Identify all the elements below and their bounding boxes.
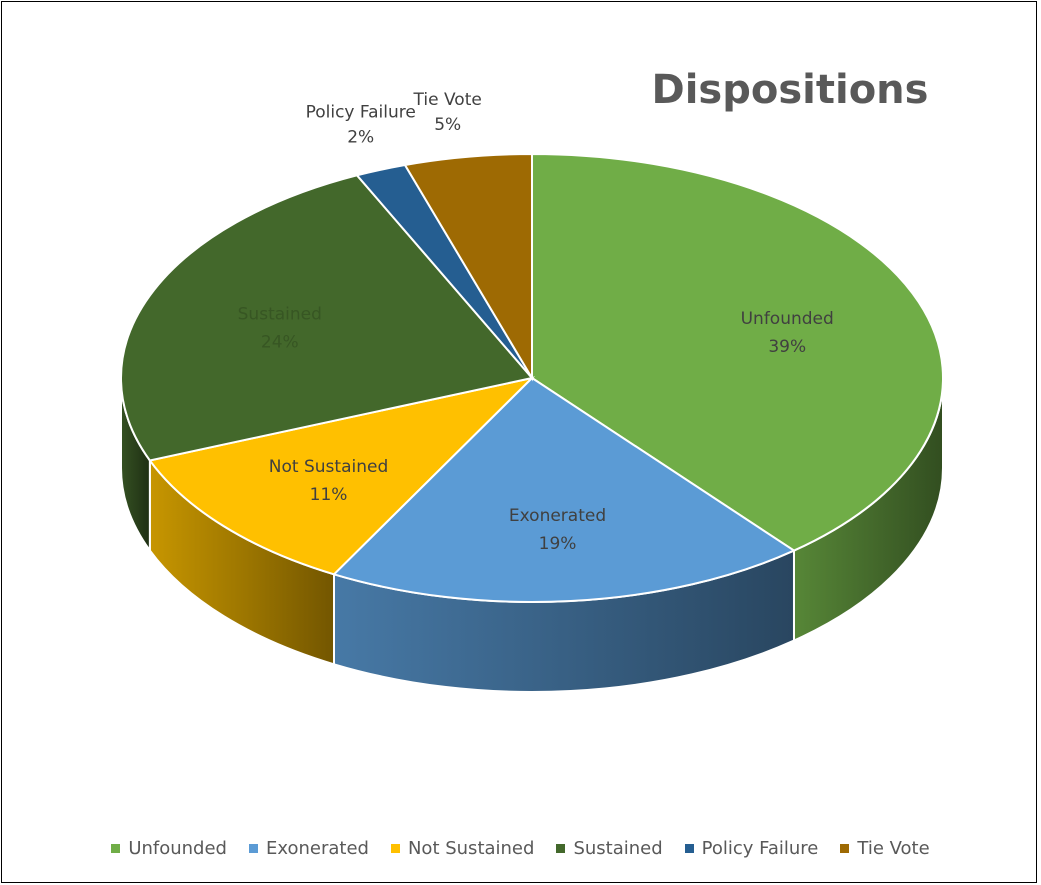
pie-tops: [120, 152, 944, 603]
data-label-policy-failure-name: Policy Failure: [306, 103, 416, 123]
legend-swatch-exonerated: [249, 844, 258, 853]
legend-label-exonerated: Exonerated: [266, 838, 369, 859]
legend-swatch-policy-failure: [684, 844, 694, 853]
legend-label-sustained: Sustained: [573, 838, 663, 859]
data-label-tie-vote-value: 5%: [434, 115, 461, 135]
data-label-policy-failure-value: 2%: [347, 128, 374, 148]
legend-label-not-sustained: Not Sustained: [407, 838, 535, 859]
data-label-unfounded-name: Unfounded: [741, 309, 834, 329]
data-label-unfounded-value: 39%: [768, 337, 806, 357]
pie-slice-sustained: [120, 174, 534, 462]
legend-swatch-sustained: [556, 844, 566, 853]
pie-slice-not-sustained: [148, 376, 536, 576]
data-label-sustained-value: 24%: [261, 333, 299, 353]
legend-swatch-not-sustained: [390, 844, 400, 853]
data-label-tie-vote-name: Tie Vote: [413, 90, 482, 110]
chart-title: Dispositions: [652, 67, 929, 113]
data-label-not-sustained-value: 11%: [310, 485, 348, 505]
chart-legend: Unfounded Exonerated Not Sustained Sustaine…: [0, 838, 1041, 859]
pie-slice-exonerated: [332, 376, 797, 603]
pie-slice-unfounded: [531, 152, 944, 552]
pie-labels: Unfounded 39% Exonerated 19% Not Sustained 11…: [238, 90, 834, 554]
legend-item-sustained: Sustained: [556, 838, 663, 859]
legend-item-not-sustained: Not Sustained: [390, 838, 535, 859]
legend-label-policy-failure: Policy Failure: [701, 838, 819, 859]
legend-item-policy-failure: Policy Failure: [684, 838, 819, 859]
data-label-exonerated-name: Exonerated: [509, 506, 606, 526]
data-label-exonerated-value: 19%: [539, 534, 577, 554]
pie-slice-tie-vote: [403, 152, 533, 382]
legend-item-tie-vote: Tie Vote: [840, 838, 930, 859]
legend-swatch-tie-vote: [840, 844, 850, 853]
data-label-sustained-name: Sustained: [238, 305, 322, 325]
legend-swatch-unfounded: [111, 844, 121, 853]
legend-label-tie-vote: Tie Vote: [857, 838, 930, 859]
data-label-not-sustained-name: Not Sustained: [269, 457, 388, 477]
legend-item-exonerated: Exonerated: [249, 838, 369, 859]
legend-label-unfounded: Unfounded: [128, 838, 227, 859]
legend-item-unfounded: Unfounded: [111, 838, 227, 859]
